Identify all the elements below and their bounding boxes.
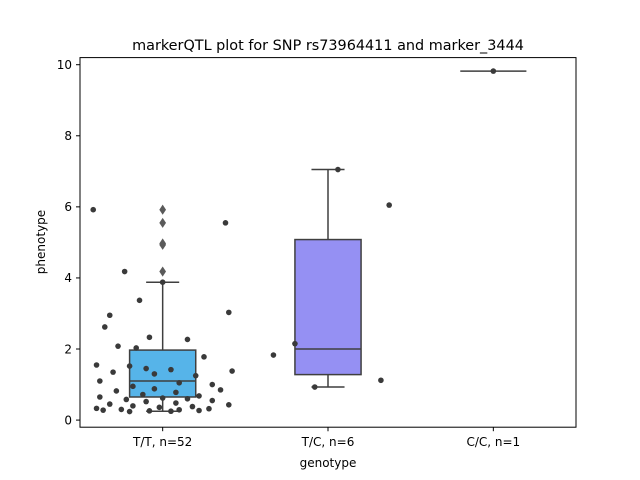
data-point <box>173 389 179 396</box>
data-point <box>146 334 153 341</box>
data-point <box>115 343 121 349</box>
data-point <box>189 403 196 410</box>
x-tick-label: T/T, n=52 <box>132 435 192 449</box>
data-point <box>168 366 174 373</box>
data-point <box>226 402 232 408</box>
data-point <box>206 405 212 412</box>
data-point <box>378 377 384 384</box>
data-point <box>386 202 392 208</box>
data-point <box>130 403 136 409</box>
box-group-3 <box>460 68 527 74</box>
data-point <box>490 68 497 74</box>
data-point <box>133 345 140 351</box>
data-point <box>97 378 103 384</box>
y-tick-label: 8 <box>64 129 72 143</box>
data-point <box>106 312 113 319</box>
y-tick-label: 6 <box>64 200 72 214</box>
iqr-box <box>128 349 197 398</box>
data-point <box>143 365 149 372</box>
y-tick-label: 4 <box>64 271 72 285</box>
data-point <box>192 372 199 379</box>
data-point <box>93 362 100 368</box>
data-point <box>335 166 341 173</box>
outlier-marker <box>159 238 167 249</box>
data-point <box>201 354 207 360</box>
outlier-marker <box>159 217 167 228</box>
data-point <box>311 384 318 390</box>
data-point <box>184 395 191 402</box>
data-point <box>130 383 136 390</box>
outlier-marker <box>159 204 167 215</box>
data-point <box>196 393 202 399</box>
data-point <box>229 368 235 374</box>
data-point <box>90 206 97 213</box>
data-point <box>118 406 125 413</box>
data-point <box>123 396 130 403</box>
data-point <box>136 297 143 304</box>
box-group-2 <box>270 166 392 390</box>
data-point <box>176 379 182 386</box>
data-point <box>217 387 224 393</box>
data-point <box>100 407 106 413</box>
outlier-marker <box>159 266 167 277</box>
y-tick-label: 0 <box>64 413 72 427</box>
x-axis: T/T, n=52 T/C, n=6 C/C, n=1 <box>132 427 520 449</box>
data-point <box>222 220 229 226</box>
box-group-1 <box>90 204 235 415</box>
data-point <box>173 400 179 406</box>
data-point <box>140 391 146 398</box>
x-tick-label: C/C, n=1 <box>466 435 520 449</box>
data-point <box>151 371 158 377</box>
data-point <box>196 407 202 414</box>
data-point <box>121 268 128 275</box>
data-point <box>126 408 133 415</box>
iqr-box <box>294 238 362 376</box>
data-point <box>176 406 182 413</box>
data-point <box>270 352 277 358</box>
data-point <box>97 394 103 400</box>
data-point <box>209 381 216 388</box>
x-tick-label: T/C, n=6 <box>301 435 355 449</box>
y-tick-label: 2 <box>64 342 72 356</box>
plot-area <box>90 68 527 415</box>
data-point <box>184 336 191 343</box>
data-point <box>156 404 163 411</box>
data-point <box>110 369 116 375</box>
x-axis-label: genotype <box>300 456 357 470</box>
y-axis: 0 2 4 6 8 10 <box>57 58 80 427</box>
data-point <box>106 401 113 407</box>
data-point <box>93 405 100 412</box>
data-point <box>168 408 174 415</box>
data-point <box>151 386 158 392</box>
data-point <box>126 363 133 369</box>
data-point <box>226 309 232 316</box>
chart-title: markerQTL plot for SNP rs73964411 and ma… <box>132 38 524 54</box>
data-point <box>102 324 108 330</box>
y-tick-label: 10 <box>57 58 72 72</box>
data-point <box>146 408 153 414</box>
data-point <box>159 279 166 286</box>
data-point <box>143 398 149 405</box>
data-point <box>209 397 216 404</box>
data-point <box>159 395 166 401</box>
data-point <box>113 388 120 394</box>
data-point <box>292 340 298 347</box>
y-axis-label: phenotype <box>34 210 48 274</box>
